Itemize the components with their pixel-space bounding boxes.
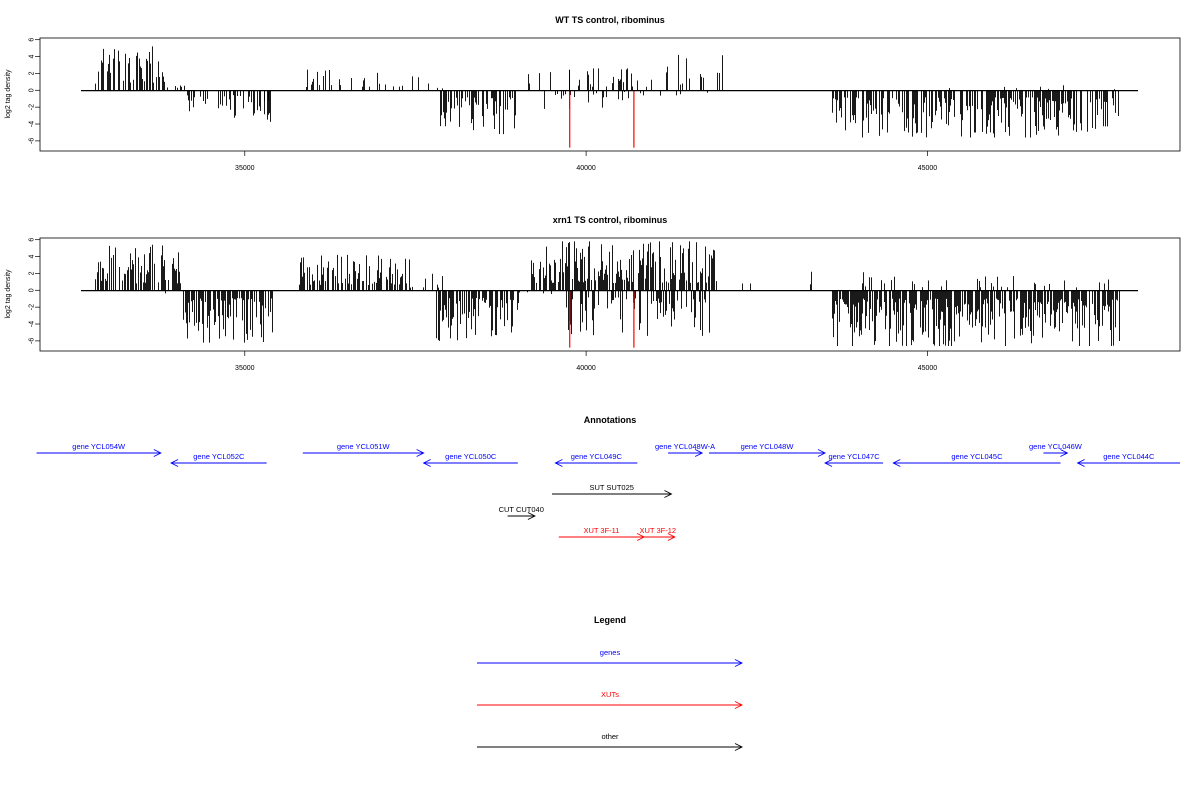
y-tick-label: 2 <box>29 271 36 275</box>
xrn1-y-ticks: -6 -4 -2 0 2 4 6 <box>29 238 40 344</box>
x-tick-label: 40000 <box>576 165 596 172</box>
wt-panel-title: WT TS control, ribominus <box>555 15 665 25</box>
arrow-head-icon <box>694 449 704 457</box>
feature-label: CUT CUT040 <box>499 505 544 514</box>
feature-label: XUT 3F-11 <box>583 526 619 535</box>
wt-plot-frame <box>39 37 1181 152</box>
arrow-head-icon <box>734 659 744 667</box>
annotation-feature: gene YCL050C <box>422 452 518 467</box>
annotations-title: Annotations <box>584 415 637 425</box>
annotation-feature: gene YCL049C <box>554 452 638 467</box>
legend-item: XUTs <box>477 690 744 709</box>
feature-label: gene YCL045C <box>951 452 1003 461</box>
y-tick-label: -4 <box>29 121 36 127</box>
feature-label: gene YCL052C <box>193 452 245 461</box>
xrn1-plot-frame <box>39 237 1181 352</box>
annotation-feature: gene YCL045C <box>892 452 1061 467</box>
feature-label: gene YCL044C <box>1103 452 1155 461</box>
xrn1-y-axis-label: log2 tag density <box>5 269 12 319</box>
annotation-feature: gene YCL048W <box>708 442 827 457</box>
x-tick-label: 45000 <box>918 165 938 172</box>
legend-items: genes XUTs other <box>477 648 744 751</box>
y-tick-label: -2 <box>29 304 36 310</box>
feature-label: gene YCL048W <box>741 442 795 451</box>
arrow-head-icon <box>824 459 833 467</box>
feature-label: gene YCL050C <box>445 452 497 461</box>
annotation-feature: XUT 3F-11 <box>558 526 646 541</box>
x-tick-label: 40000 <box>576 365 596 372</box>
y-tick-label: -2 <box>29 104 36 110</box>
x-tick-label: 45000 <box>918 365 938 372</box>
annotation-feature: CUT CUT040 <box>499 505 544 520</box>
y-tick-label: 4 <box>29 255 36 259</box>
annotation-feature: SUT SUT025 <box>551 483 673 498</box>
y-tick-label: 0 <box>29 88 36 92</box>
y-tick-label: 4 <box>29 55 36 59</box>
x-tick-label: 35000 <box>235 365 255 372</box>
annotation-feature: gene YCL048W-A <box>655 442 715 457</box>
arrow-head-icon <box>422 459 431 467</box>
annotation-features: gene YCL054W gene YCL052C gene YCL051W gene… <box>36 442 1180 541</box>
arrow-head-icon <box>892 459 901 467</box>
y-tick-label: -6 <box>29 338 36 344</box>
feature-label: XUT 3F-12 <box>640 526 677 535</box>
legend: Legend genes XUTs other <box>477 615 744 751</box>
legend-label: XUTs <box>601 690 619 699</box>
xrn1-x-ticks: 35000 40000 45000 <box>235 351 937 372</box>
arrow-head-icon <box>1076 459 1085 467</box>
wt-y-axis-label: log2 tag density <box>5 69 12 119</box>
legend-label: genes <box>600 648 621 657</box>
arrow-head-icon <box>527 512 536 520</box>
annotation-feature: gene YCL044C <box>1076 452 1180 467</box>
xrn1-bars <box>95 241 1120 348</box>
xrn1-panel-title: xrn1 TS control, ribominus <box>553 215 668 225</box>
y-tick-label: -6 <box>29 138 36 144</box>
xrn1-density-panel: xrn1 TS control, ribominus log2 tag dens… <box>5 215 1181 372</box>
arrow-head-icon <box>734 743 744 751</box>
feature-label: gene YCL047C <box>828 452 880 461</box>
feature-label: gene YCL046W <box>1029 442 1083 451</box>
legend-item: genes <box>477 648 744 667</box>
feature-label: gene YCL054W <box>72 442 126 451</box>
y-tick-label: 6 <box>29 238 36 242</box>
feature-label: gene YCL049C <box>571 452 623 461</box>
wt-bars <box>95 46 1119 148</box>
y-tick-label: -4 <box>29 321 36 327</box>
legend-title: Legend <box>594 615 626 625</box>
legend-label: other <box>601 732 619 741</box>
wt-density-panel: WT TS control, ribominus log2 tag densit… <box>5 15 1181 172</box>
arrow-head-icon <box>817 449 827 457</box>
arrow-head-icon <box>664 490 673 498</box>
y-tick-label: 2 <box>29 71 36 75</box>
arrow-head-icon <box>153 449 162 457</box>
annotation-feature: gene YCL054W <box>36 442 162 457</box>
legend-item: other <box>477 732 744 751</box>
wt-y-ticks: -6 -4 -2 0 2 4 6 <box>29 38 40 144</box>
arrow-head-icon <box>734 701 744 709</box>
arrow-head-icon <box>667 533 676 541</box>
y-tick-label: 6 <box>29 38 36 42</box>
arrow-head-icon <box>170 459 179 467</box>
arrow-head-icon <box>554 459 563 467</box>
y-tick-label: 0 <box>29 288 36 292</box>
feature-label: gene YCL048W-A <box>655 442 715 451</box>
annotation-feature: gene YCL046W <box>1029 442 1083 457</box>
annotation-feature: gene YCL052C <box>170 452 267 467</box>
feature-label: SUT SUT025 <box>589 483 633 492</box>
arrow-head-icon <box>416 449 425 457</box>
feature-label: gene YCL051W <box>337 442 391 451</box>
x-tick-label: 35000 <box>235 165 255 172</box>
annotation-feature: gene YCL051W <box>302 442 425 457</box>
wt-x-ticks: 35000 40000 45000 <box>235 151 937 172</box>
arrow-head-icon <box>1060 449 1069 457</box>
annotation-feature: XUT 3F-12 <box>640 526 677 541</box>
annotation-feature: gene YCL047C <box>824 452 884 467</box>
